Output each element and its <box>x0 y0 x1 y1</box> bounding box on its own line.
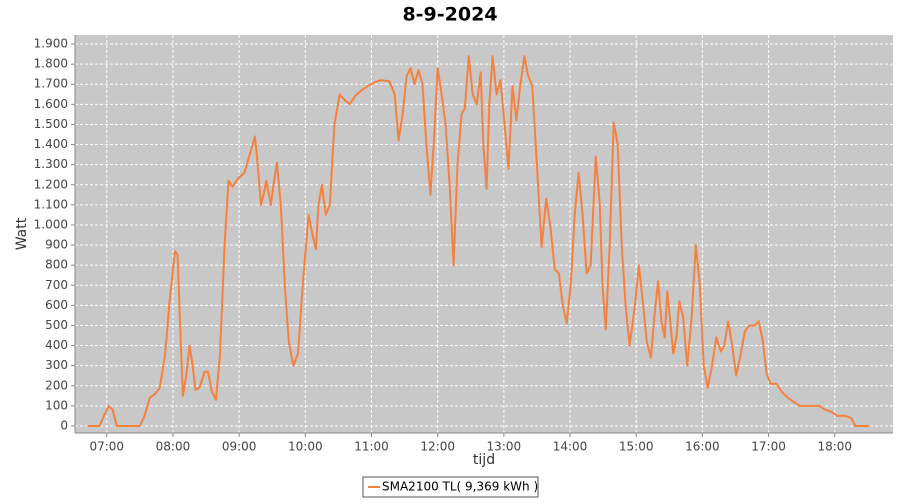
y-axis-label: Watt <box>14 217 30 250</box>
y-tick-label: 200 <box>45 378 68 392</box>
y-tick-label: 700 <box>45 278 68 292</box>
chart-title: 8-9-2024 <box>402 4 497 26</box>
legend-box <box>362 476 539 498</box>
y-tick-label: 0 <box>60 418 68 432</box>
y-tick-label: 300 <box>45 358 68 372</box>
y-tick-label: 1.100 <box>34 197 68 211</box>
y-tick-label: 1.200 <box>34 177 68 191</box>
x-tick-label: 12:00 <box>420 440 455 454</box>
x-tick-label: 17:00 <box>751 440 786 454</box>
x-tick-label: 09:00 <box>222 440 257 454</box>
x-tick-label: 08:00 <box>156 440 191 454</box>
y-tick-label: 1.000 <box>34 217 68 231</box>
x-tick-label: 11:00 <box>354 440 389 454</box>
x-tick-label: 14:00 <box>553 440 588 454</box>
plot-area <box>75 35 893 433</box>
y-tick-label: 1.400 <box>34 137 68 151</box>
x-tick-label: 13:00 <box>487 440 522 454</box>
y-tick-label: 1.900 <box>34 37 68 51</box>
y-tick-label: 500 <box>45 318 68 332</box>
legend <box>362 476 539 498</box>
x-tick-label: 16:00 <box>685 440 720 454</box>
y-tick-label: 100 <box>45 398 68 412</box>
x-tick-label: 07:00 <box>89 440 124 454</box>
legend-label: SMA2100 TL( 9,369 kWh ) <box>382 480 538 494</box>
x-tick-label: 15:00 <box>619 440 654 454</box>
y-tick-label: 1.800 <box>34 57 68 71</box>
y-tick-label: 800 <box>45 258 68 272</box>
data-line <box>87 55 870 427</box>
y-tick-label: 1.700 <box>34 77 68 91</box>
x-axis-label: tijd <box>473 452 495 468</box>
y-tick-label: 600 <box>45 298 68 312</box>
y-tick-label: 1.600 <box>34 97 68 111</box>
y-tick-label: 400 <box>45 338 68 352</box>
y-tick-label: 1.500 <box>34 117 68 131</box>
y-tick-label: 900 <box>45 238 68 252</box>
x-tick-label: 10:00 <box>288 440 323 454</box>
x-tick-label: 18:00 <box>817 440 852 454</box>
y-tick-label: 1.300 <box>34 157 68 171</box>
